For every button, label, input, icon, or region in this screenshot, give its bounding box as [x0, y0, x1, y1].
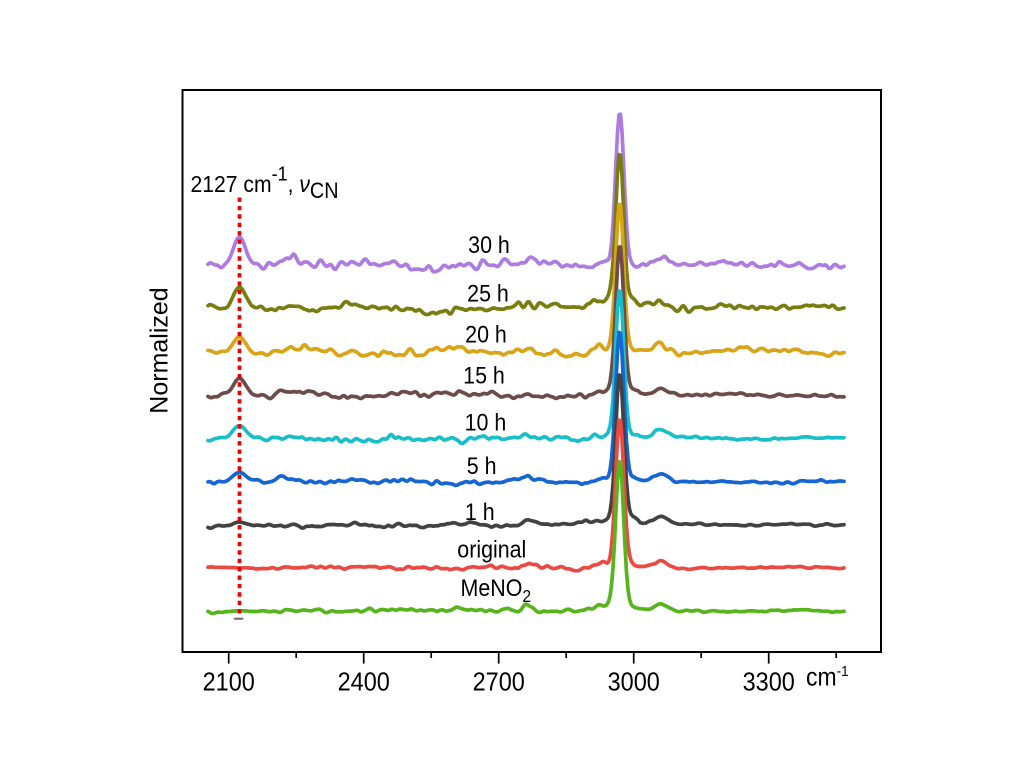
svg-text:25 h: 25 h — [467, 280, 509, 306]
svg-text:5 h: 5 h — [467, 453, 497, 479]
svg-text:30 h: 30 h — [468, 232, 510, 258]
svg-text:2700: 2700 — [473, 669, 525, 697]
svg-text:1 h: 1 h — [465, 499, 495, 525]
svg-text:3300: 3300 — [743, 669, 795, 697]
svg-text:2400: 2400 — [338, 669, 390, 697]
svg-text:20 h: 20 h — [465, 321, 507, 347]
svg-text:Normalized: Normalized — [146, 287, 174, 413]
svg-text:3000: 3000 — [608, 669, 660, 697]
svg-text:10 h: 10 h — [465, 410, 507, 436]
svg-text:MeNO2: MeNO2 — [461, 575, 532, 606]
svg-text:15 h: 15 h — [463, 362, 505, 388]
svg-text:2100: 2100 — [203, 669, 255, 697]
svg-text:original: original — [457, 537, 526, 563]
